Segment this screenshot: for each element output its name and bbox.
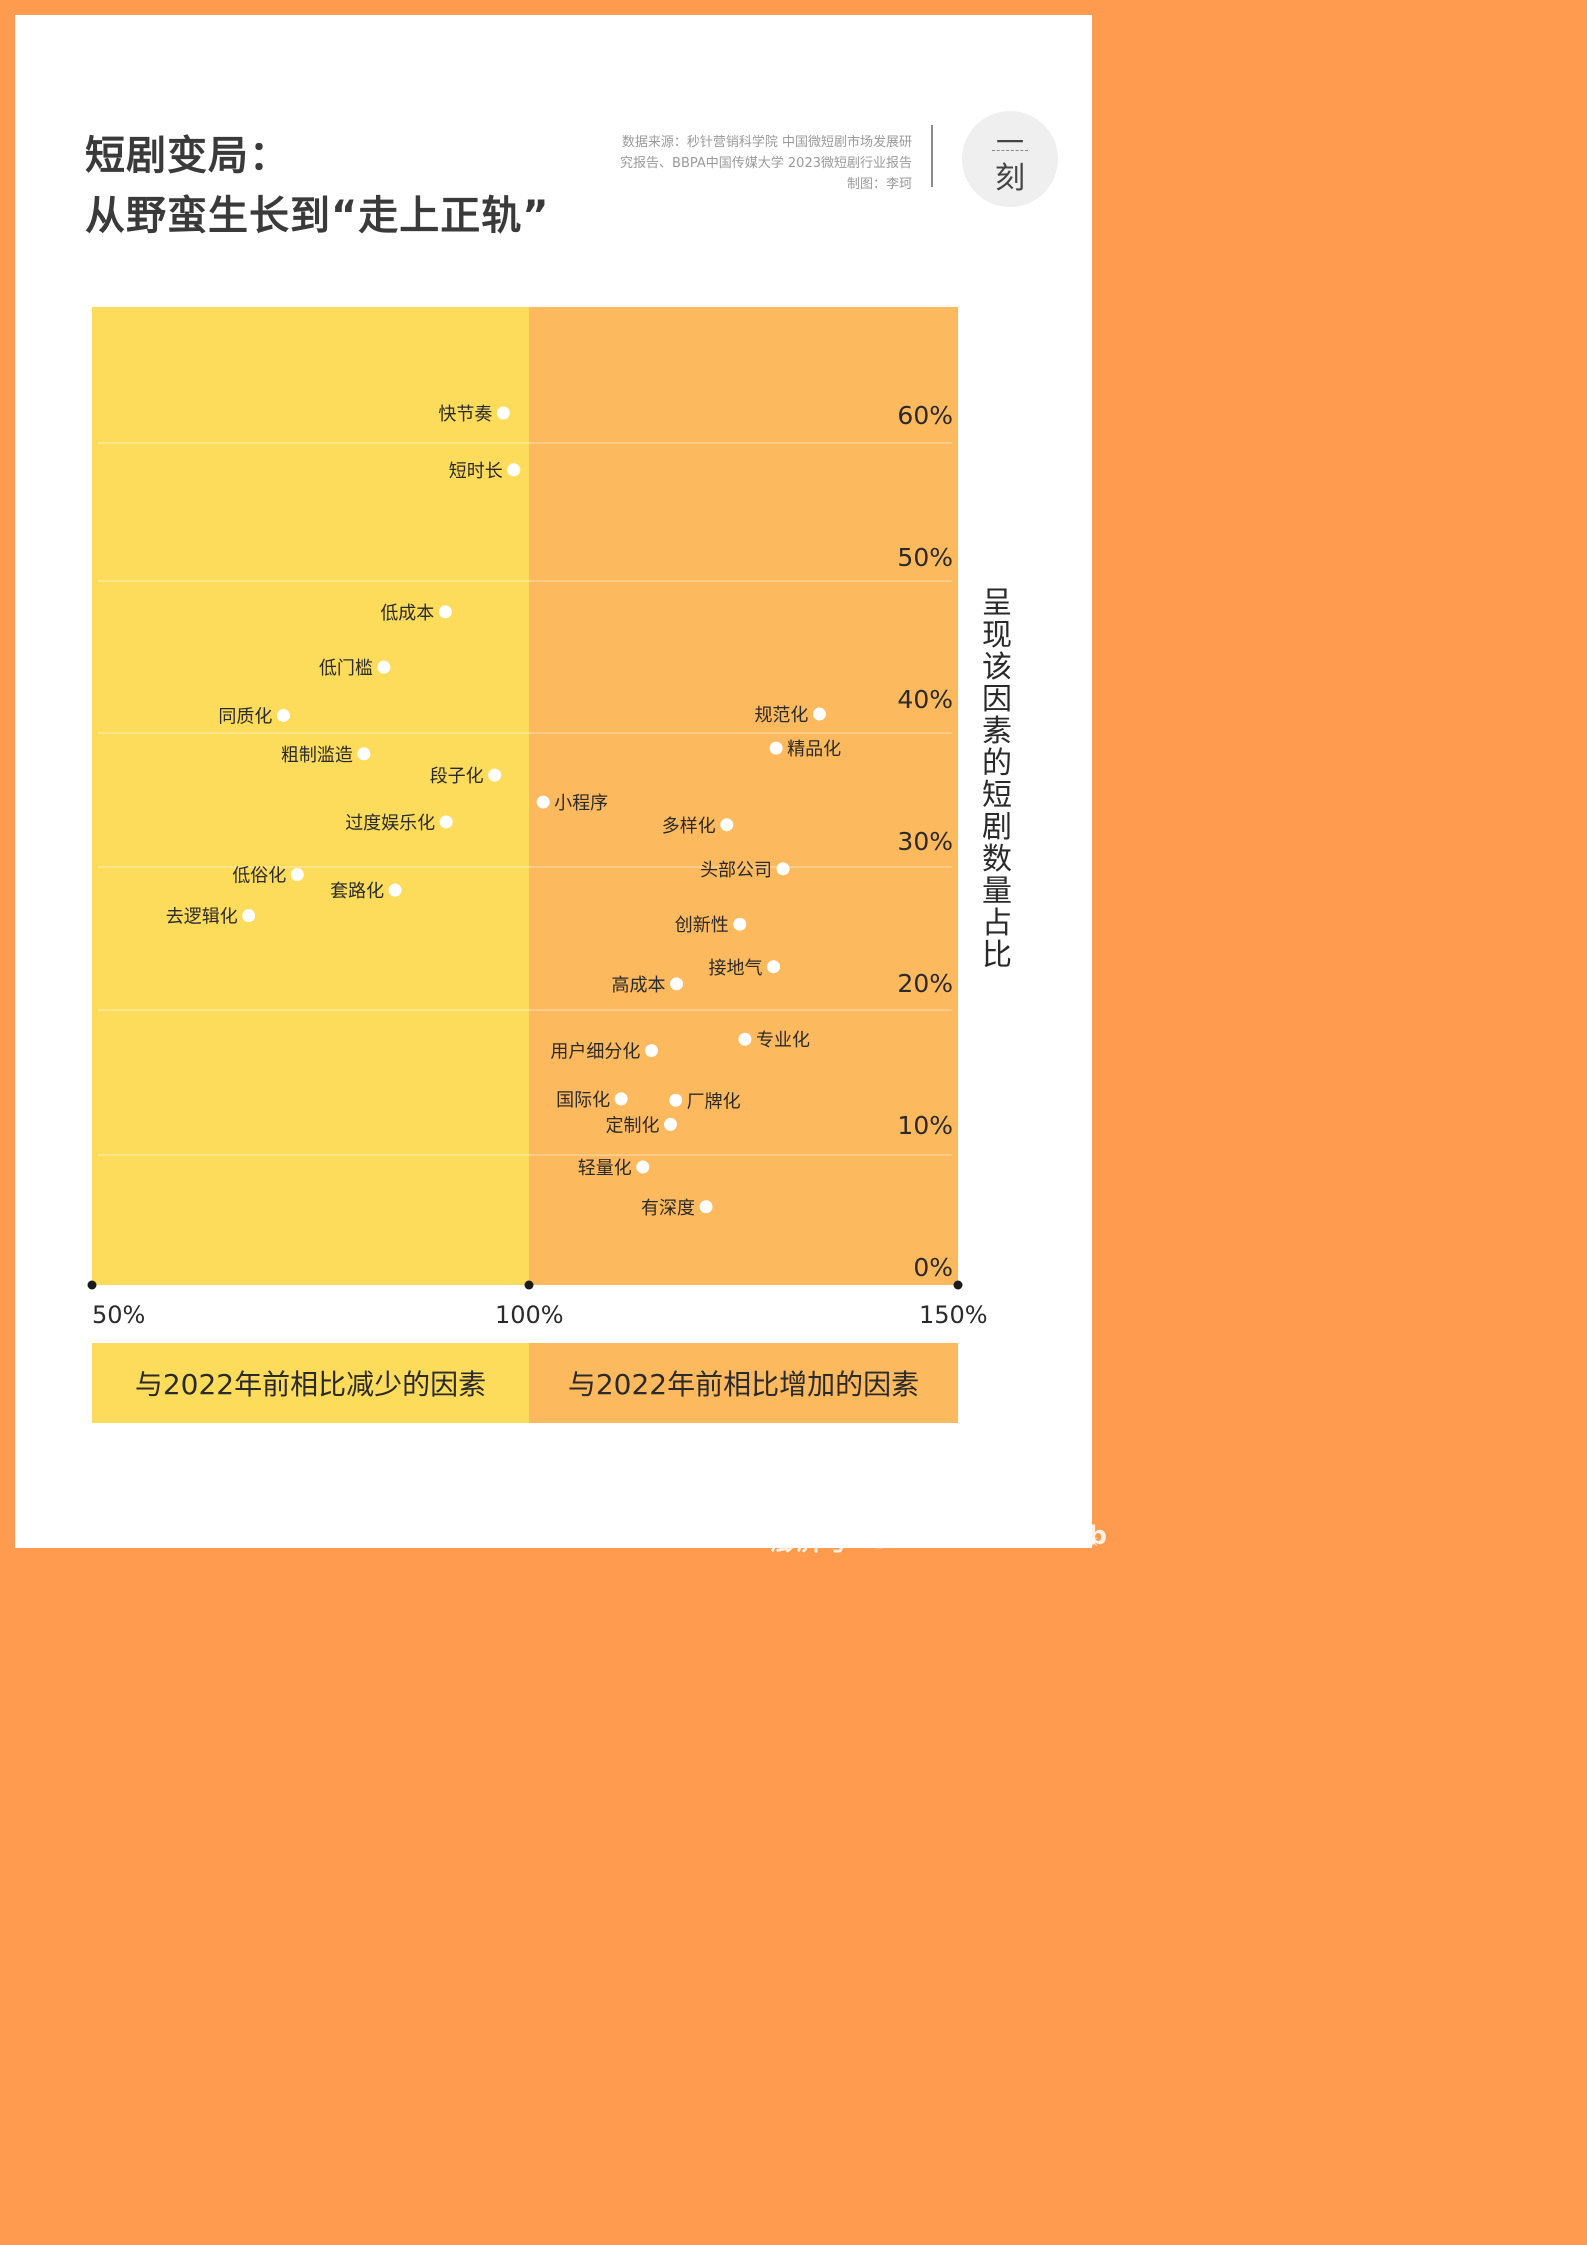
point-label-6: 段子化 xyxy=(430,766,484,787)
increase-region-label: 与2022年前相比增加的因素 xyxy=(529,1343,958,1423)
data-point-5 xyxy=(357,747,371,761)
y-tick-label-60: 60% xyxy=(897,401,953,430)
point-label-24: 轻量化 xyxy=(578,1158,632,1179)
brand-logo: 一 刻 xyxy=(962,111,1058,207)
y-tick-label-30: 30% xyxy=(897,827,953,856)
x-tick-50: 50% xyxy=(92,1301,146,1329)
data-point-11 xyxy=(812,707,826,721)
y-axis-label: 呈现该因素的短剧数量占比 xyxy=(982,586,1012,973)
watermark-brand: 澎湃号 xyxy=(770,1527,849,1557)
point-label-1: 短时长 xyxy=(449,461,503,482)
data-point-19 xyxy=(738,1032,752,1046)
point-label-15: 头部公司 xyxy=(700,860,772,881)
data-point-2 xyxy=(438,605,452,619)
x-axis-dot-2 xyxy=(953,1280,963,1290)
data-point-22 xyxy=(669,1093,683,1107)
point-label-11: 规范化 xyxy=(754,705,808,726)
point-label-17: 接地气 xyxy=(709,958,763,979)
point-label-8: 低俗化 xyxy=(232,866,286,887)
data-point-8 xyxy=(290,868,304,881)
decrease-region-label: 与2022年前相比减少的因素 xyxy=(92,1343,529,1423)
data-point-21 xyxy=(614,1092,628,1106)
point-label-25: 有深度 xyxy=(641,1198,695,1219)
point-label-19: 专业化 xyxy=(756,1030,810,1051)
watermark-text: @SEC Media Lab xyxy=(866,1521,1107,1551)
point-label-13: 小程序 xyxy=(554,793,608,814)
data-point-15 xyxy=(776,862,790,876)
decrease-region-text: 与2022年前相比减少的因素 xyxy=(134,1368,487,1401)
logo-script-line xyxy=(992,150,1028,152)
decrease-region-bg xyxy=(92,307,529,1285)
point-label-23: 定制化 xyxy=(605,1115,659,1136)
data-point-25 xyxy=(699,1200,713,1214)
data-point-7 xyxy=(439,815,453,829)
point-label-16: 创新性 xyxy=(675,915,729,936)
point-label-20: 用户细分化 xyxy=(550,1042,640,1063)
x-axis-dot-1 xyxy=(524,1280,534,1290)
data-point-12 xyxy=(769,741,783,755)
y-tick-label-20: 20% xyxy=(897,969,953,998)
point-label-10: 去逻辑化 xyxy=(166,907,238,928)
x-axis-dot-0 xyxy=(87,1280,97,1290)
data-point-16 xyxy=(733,917,747,931)
poster-page: 短剧变局： 从野蛮生长到“走上正轨” 数据来源：秒针营销科学院 中国微短剧市场发… xyxy=(15,15,1092,1548)
point-label-14: 多样化 xyxy=(662,816,716,837)
header-divider xyxy=(931,125,933,187)
point-label-22: 厂牌化 xyxy=(687,1091,741,1112)
data-point-1 xyxy=(507,463,521,477)
x-tick-100: 100% xyxy=(495,1301,564,1329)
point-label-7: 过度娱乐化 xyxy=(345,813,435,834)
data-point-10 xyxy=(242,909,256,923)
data-point-3 xyxy=(377,660,391,674)
data-point-9 xyxy=(388,883,402,897)
point-label-2: 低成本 xyxy=(380,603,434,624)
y-tick-label-50: 50% xyxy=(897,543,953,572)
data-point-23 xyxy=(663,1117,677,1131)
credit-line: 制图：李珂 xyxy=(846,177,912,192)
point-label-5: 粗制滥造 xyxy=(281,745,353,766)
y-tick-label-0: 0% xyxy=(913,1253,953,1282)
y-tick-label-40: 40% xyxy=(897,685,953,714)
data-point-18 xyxy=(670,977,684,991)
data-point-13 xyxy=(536,795,550,809)
data-point-24 xyxy=(636,1160,650,1174)
point-label-21: 国际化 xyxy=(556,1090,610,1111)
title-line1: 短剧变局： xyxy=(85,133,290,179)
logo-char-bottom: 刻 xyxy=(995,161,1025,196)
data-point-0 xyxy=(496,406,510,420)
point-label-12: 精品化 xyxy=(787,739,841,760)
data-point-14 xyxy=(720,818,734,832)
point-label-0: 快节奏 xyxy=(438,404,492,425)
increase-region-bg xyxy=(529,307,958,1285)
data-point-6 xyxy=(488,768,502,782)
y-tick-label-10: 10% xyxy=(897,1111,953,1140)
source-line1: 数据来源：秒针营销科学院 中国微短剧市场发展研 xyxy=(621,135,912,150)
point-label-18: 高成本 xyxy=(612,975,666,996)
scatter-chart: 0% 10% 20% 30% 40% 50% 60% 快节奏短时长低成本低门槛同质化粗制滥造段… xyxy=(87,307,963,1290)
title-line2: 从野蛮生长到“走上正轨” xyxy=(85,193,550,239)
data-point-4 xyxy=(276,708,290,722)
logo-char-top: 一 xyxy=(995,126,1024,159)
watermark-small: ©米格科技 xyxy=(1048,1537,1098,1548)
point-label-4: 同质化 xyxy=(218,706,272,727)
source-line2: 究报告、BBPA中国传媒大学 2023微短剧行业报告 xyxy=(620,156,912,171)
point-label-9: 套路化 xyxy=(330,881,384,902)
increase-region-text: 与2022年前相比增加的因素 xyxy=(567,1368,920,1401)
x-tick-150: 150% xyxy=(919,1301,988,1329)
data-point-17 xyxy=(767,960,781,974)
point-label-3: 低门槛 xyxy=(319,658,373,679)
data-point-20 xyxy=(644,1044,658,1058)
